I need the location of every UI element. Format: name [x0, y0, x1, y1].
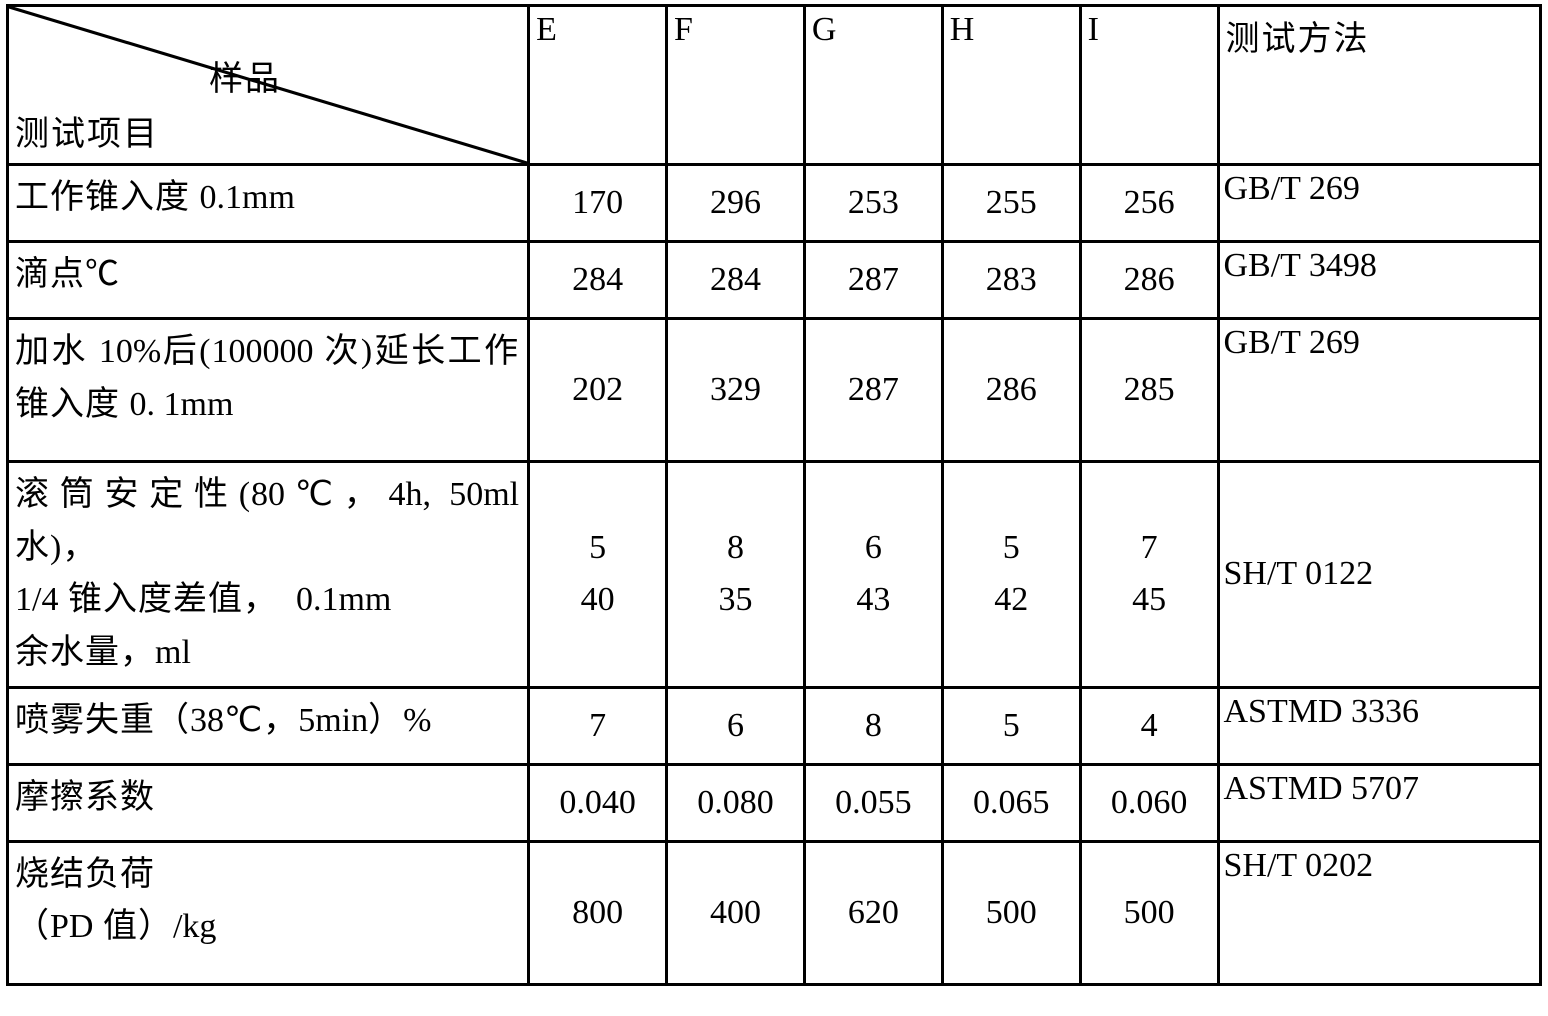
- row-label: 加水 10%后(100000 次)延长工作锥入度 0. 1mm: [8, 319, 529, 462]
- cell-value: 500: [942, 841, 1080, 984]
- table-row: 喷雾失重（38℃，5min）%76854ASTMD 3336: [8, 687, 1541, 764]
- cell-value: 745: [1080, 462, 1218, 688]
- cell-value: 170: [529, 165, 667, 242]
- cell-value: 286: [1080, 242, 1218, 319]
- cell-value: 296: [667, 165, 805, 242]
- cell-value: 286: [942, 319, 1080, 462]
- row-label: 摩擦系数: [8, 764, 529, 841]
- cell-value: 202: [529, 319, 667, 462]
- cell-value: 0.055: [804, 764, 942, 841]
- cell-value: 542: [942, 462, 1080, 688]
- cell-value: 256: [1080, 165, 1218, 242]
- cell-value: 287: [804, 319, 942, 462]
- table-row: 滚筒安定性(80℃，4h, 50ml 水)，1/4 锥入度差值， 0.1mm余水…: [8, 462, 1541, 688]
- cell-value: 283: [942, 242, 1080, 319]
- row-label: 喷雾失重（38℃，5min）%: [8, 687, 529, 764]
- cell-value: 0.040: [529, 764, 667, 841]
- col-head-H: H: [942, 6, 1080, 165]
- cell-value: 5: [942, 687, 1080, 764]
- row-label: 滚筒安定性(80℃，4h, 50ml 水)，1/4 锥入度差值， 0.1mm余水…: [8, 462, 529, 688]
- cell-value: 540: [529, 462, 667, 688]
- cell-value: 0.065: [942, 764, 1080, 841]
- cell-value: 284: [529, 242, 667, 319]
- cell-value: 0.060: [1080, 764, 1218, 841]
- cell-value: 0.080: [667, 764, 805, 841]
- cell-value: 284: [667, 242, 805, 319]
- table-row: 工作锥入度 0.1mm170296253255256GB/T 269: [8, 165, 1541, 242]
- cell-value: 400: [667, 841, 805, 984]
- cell-value: 285: [1080, 319, 1218, 462]
- row-label: 工作锥入度 0.1mm: [8, 165, 529, 242]
- cell-value: 500: [1080, 841, 1218, 984]
- table-row: 烧结负荷（PD 值）/kg800400620500500SH/T 0202: [8, 841, 1541, 984]
- cell-value: 800: [529, 841, 667, 984]
- cell-value: 7: [529, 687, 667, 764]
- row-label: 烧结负荷（PD 值）/kg: [8, 841, 529, 984]
- cell-value: 643: [804, 462, 942, 688]
- data-table: 样品 测试项目 E F G H I 测试方法 工作锥入度 0.1mm170296…: [6, 4, 1542, 986]
- cell-value: 6: [667, 687, 805, 764]
- table-row: 加水 10%后(100000 次)延长工作锥入度 0. 1mm202329287…: [8, 319, 1541, 462]
- table-row: 摩擦系数0.0400.0800.0550.0650.060ASTMD 5707: [8, 764, 1541, 841]
- header-testitem-label: 测试项目: [15, 106, 159, 155]
- cell-method: GB/T 269: [1218, 165, 1541, 242]
- cell-value: 4: [1080, 687, 1218, 764]
- row-label: 滴点℃: [8, 242, 529, 319]
- cell-method: SH/T 0202: [1218, 841, 1541, 984]
- cell-value: 255: [942, 165, 1080, 242]
- cell-value: 329: [667, 319, 805, 462]
- header-sample-label: 样品: [209, 51, 281, 100]
- col-head-E: E: [529, 6, 667, 165]
- diagonal-header-cell: 样品 测试项目: [8, 6, 529, 165]
- col-head-method: 测试方法: [1218, 6, 1541, 165]
- cell-value: 287: [804, 242, 942, 319]
- cell-method: ASTMD 5707: [1218, 764, 1541, 841]
- col-head-G: G: [804, 6, 942, 165]
- table-row: 滴点℃284284287283286GB/T 3498: [8, 242, 1541, 319]
- cell-value: 620: [804, 841, 942, 984]
- cell-method: GB/T 3498: [1218, 242, 1541, 319]
- table-header-row: 样品 测试项目 E F G H I 测试方法: [8, 6, 1541, 165]
- col-head-F: F: [667, 6, 805, 165]
- col-head-I: I: [1080, 6, 1218, 165]
- cell-method: ASTMD 3336: [1218, 687, 1541, 764]
- cell-method: SH/T 0122: [1218, 462, 1541, 688]
- cell-value: 253: [804, 165, 942, 242]
- cell-value: 835: [667, 462, 805, 688]
- cell-method: GB/T 269: [1218, 319, 1541, 462]
- cell-value: 8: [804, 687, 942, 764]
